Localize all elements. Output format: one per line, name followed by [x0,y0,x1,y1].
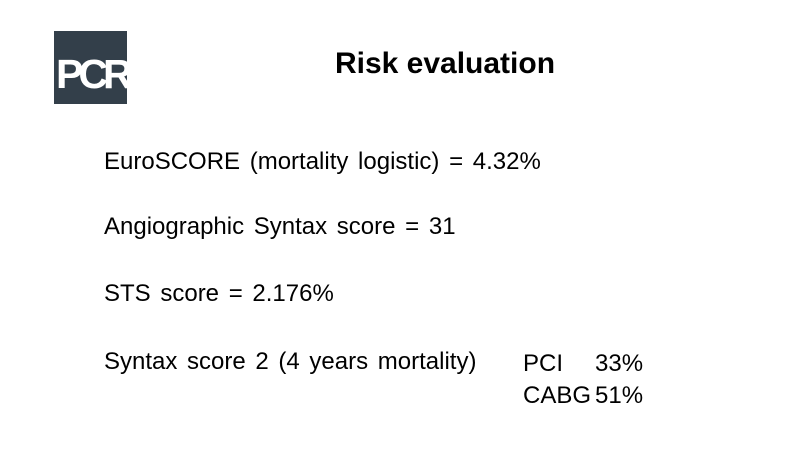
sts-score-line: STS score = 2.176% [104,280,334,307]
pci-value: 33% [595,350,644,377]
pcr-logo-text: PCR [56,51,133,97]
pci-label: PCI [523,350,564,377]
cabg-label: CABG [523,382,592,409]
euroscore-line: EuroSCORE (mortality logistic) = 4.32% [104,148,541,175]
pcr-logo: PCR [54,31,133,104]
syntax-score-2-line: Syntax score 2 (4 years mortality) [104,348,477,375]
cabg-value: 51% [595,382,644,409]
page-title: Risk evaluation [334,47,556,80]
angiographic-syntax-score-line: Angiographic Syntax score = 31 [104,213,456,240]
